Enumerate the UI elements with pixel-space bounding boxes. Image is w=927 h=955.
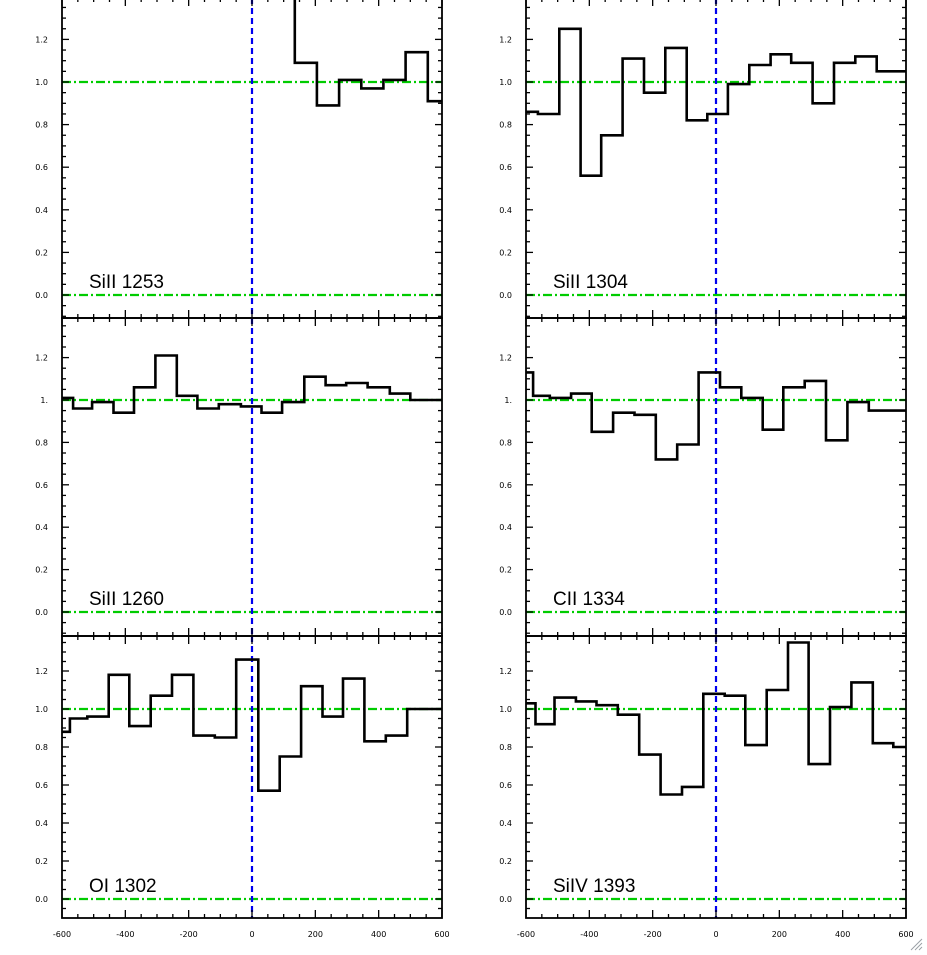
y-tick-label: 1.	[40, 396, 48, 405]
x-tick-label: -200	[644, 930, 662, 939]
panel-siii-1260: 0.0 0.2 0.4 0.6 0.8 1. 1.2 SiII 1260	[35, 317, 443, 637]
y-tick-label: 0.2	[499, 857, 512, 866]
y-tick-label: 0.0	[35, 291, 48, 300]
panel-label: OI 1302	[89, 876, 157, 897]
y-tick-label: 0.8	[35, 121, 48, 130]
spectrum-series	[526, 371, 906, 461]
y-tick-label: 1.0	[499, 78, 512, 87]
y-tick-label: 0.8	[499, 121, 512, 130]
x-tick-label: 0	[249, 930, 254, 939]
y-tick-label: 0.0	[35, 895, 48, 904]
y-tick-label: 1.	[504, 396, 512, 405]
y-tick-label: 0.4	[35, 819, 48, 828]
x-tick-label: -600	[53, 930, 71, 939]
spectrum-series	[293, 0, 442, 107]
x-tick-label: 600	[434, 930, 449, 939]
y-tick-label: 0.6	[499, 781, 512, 790]
y-tick-label: 1.2	[499, 354, 512, 363]
y-tick-label: 0.6	[35, 781, 48, 790]
spectrum-series	[62, 658, 442, 792]
y-tick-label: 1.2	[35, 354, 48, 363]
y-tick-label: 1.2	[499, 35, 512, 44]
y-tick-label: 0.2	[35, 857, 48, 866]
panel-siiv-1393: 0.0 0.2 0.4 0.6 0.8 1.0 1.2 -600 -400 -200 0 200 400…	[499, 635, 914, 939]
spectrum-series	[62, 354, 442, 414]
panel-label: SiII 1304	[553, 272, 628, 293]
y-tick-label: 0.4	[35, 206, 48, 215]
y-tick-label: 0.2	[499, 248, 512, 257]
y-tick-label: 0.8	[35, 438, 48, 447]
panel-label: CII 1334	[553, 589, 625, 610]
spectrum-series	[526, 641, 906, 796]
panel-label: SiIV 1393	[553, 876, 635, 897]
x-tick-label: 200	[308, 930, 323, 939]
x-tick-label: -200	[180, 930, 198, 939]
y-tick-label: 0.0	[499, 291, 512, 300]
x-tick-label: 200	[772, 930, 787, 939]
y-tick-label: 1.2	[35, 35, 48, 44]
panel-siii-1253: 0.0 0.2 0.4 0.6 0.8 1.0 1.2 SiII 1253	[35, 0, 443, 319]
y-tick-label: 1.0	[35, 78, 48, 87]
y-tick-label: 0.0	[499, 895, 512, 904]
panel-label: SiII 1253	[89, 272, 164, 293]
x-tick-label: 400	[371, 930, 386, 939]
y-tick-label: 0.0	[35, 608, 48, 617]
y-tick-label: 0.4	[499, 819, 512, 828]
y-tick-label: 1.0	[499, 705, 512, 714]
y-tick-label: 0.4	[499, 523, 512, 532]
y-tick-label: 0.8	[499, 743, 512, 752]
y-tick-label: 0.2	[35, 248, 48, 257]
spectrum-series	[526, 27, 906, 177]
y-tick-label: 0.0	[499, 608, 512, 617]
panel-siii-1304: 0.0 0.2 0.4 0.6 0.8 1.0 1.2 SiII 1304	[499, 0, 907, 319]
y-tick-label: 0.6	[35, 481, 48, 490]
panel-cii-1334: 0.0 0.2 0.4 0.6 0.8 1. 1.2 CII 1334	[499, 317, 907, 637]
x-tick-label: 400	[835, 930, 850, 939]
y-tick-label: 0.4	[35, 523, 48, 532]
y-tick-label: 0.6	[35, 163, 48, 172]
x-tick-label: -400	[580, 930, 598, 939]
y-tick-label: 0.2	[35, 566, 48, 575]
y-tick-label: 0.8	[499, 438, 512, 447]
y-tick-label: 1.0	[35, 705, 48, 714]
y-tick-label: 0.6	[499, 163, 512, 172]
y-tick-label: 1.2	[499, 667, 512, 676]
y-tick-label: 0.4	[499, 206, 512, 215]
panel-oi-1302: 0.0 0.2 0.4 0.6 0.8 1.0 1.2 -600 -400 -200 0 200 400…	[35, 635, 450, 939]
y-tick-label: 0.8	[35, 743, 48, 752]
y-tick-label: 0.2	[499, 566, 512, 575]
resize-grip-icon[interactable]	[909, 937, 923, 951]
x-tick-label: 0	[713, 930, 718, 939]
panel-label: SiII 1260	[89, 589, 164, 610]
x-tick-label: -400	[116, 930, 134, 939]
y-tick-label: 1.2	[35, 667, 48, 676]
y-tick-label: 0.6	[499, 481, 512, 490]
x-tick-label: 600	[898, 930, 913, 939]
x-tick-label: -600	[517, 930, 535, 939]
